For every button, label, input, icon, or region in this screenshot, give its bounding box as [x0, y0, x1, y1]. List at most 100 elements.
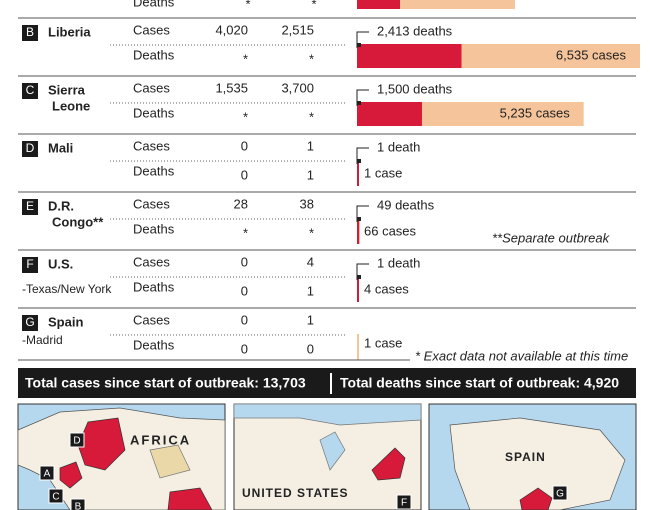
cases-label: Cases	[133, 196, 170, 211]
map-label: UNITED STATES	[242, 486, 349, 500]
leader-dot	[357, 217, 361, 221]
cases-bar-label: 1 case	[364, 335, 402, 350]
deaths-bar-label: 1 death	[377, 139, 420, 154]
deaths-bar-label: 1 death	[377, 255, 420, 270]
cases-value: 38	[300, 196, 314, 211]
cases-value: 2,515	[281, 22, 314, 37]
deaths-label: Deaths	[133, 0, 175, 9]
country: Mali	[48, 140, 73, 155]
marker-letter: F	[401, 498, 407, 509]
marker-box	[552, 485, 568, 501]
marker-box	[48, 488, 64, 504]
letter-badge	[22, 199, 38, 215]
map-markers: A B C D F G	[39, 432, 568, 510]
country: D.R.	[48, 198, 74, 213]
leader-dot	[357, 101, 361, 105]
deaths-bar	[357, 276, 359, 302]
map-spain: SPAIN	[428, 403, 637, 510]
letter: F	[26, 257, 33, 271]
cases-value: 1	[307, 312, 314, 327]
cases-value: 28	[234, 196, 248, 211]
rows: B Liberia Cases Deaths 4,020 * 2,515 * 2,413 dea…	[18, 22, 640, 361]
deaths-bar	[357, 102, 422, 126]
partial-bar	[357, 0, 515, 9]
deaths-label: Deaths	[133, 47, 175, 62]
deaths-label: Deaths	[133, 279, 175, 294]
marker-letter: D	[73, 436, 80, 447]
cases-value: 0	[241, 312, 248, 327]
country: Sierra	[48, 82, 86, 97]
cases-value: 1	[307, 138, 314, 153]
total-cases: Total cases since start of outbreak: 13,…	[25, 375, 306, 391]
letter-badge	[22, 315, 38, 331]
map-label: SPAIN	[505, 450, 546, 464]
totals-bar	[18, 368, 636, 398]
marker-letter: B	[75, 502, 82, 510]
cases-label: Cases	[133, 138, 170, 153]
cases-value: 4	[307, 254, 314, 269]
deaths-value: 0	[307, 341, 314, 356]
deaths-bar-label: 49 deaths	[377, 197, 435, 212]
marker-box	[69, 432, 85, 448]
marker-box	[39, 465, 55, 481]
value: *	[245, 0, 250, 11]
region: -Madrid	[22, 333, 63, 347]
deaths-value: 0	[241, 283, 248, 298]
cases-bar	[357, 334, 359, 360]
cases-value: 3,700	[281, 80, 314, 95]
cases-bar-label: 4 cases	[364, 281, 409, 296]
deaths-bar-label: 2,413 deaths	[377, 23, 453, 38]
country: Liberia	[48, 24, 91, 39]
letter-badge	[22, 83, 38, 99]
leader-dot	[357, 159, 361, 163]
marker-box	[70, 498, 86, 510]
total-deaths: Total deaths since start of outbreak: 4,…	[340, 375, 619, 391]
cases-value: 4,020	[215, 22, 248, 37]
leader	[356, 147, 369, 164]
deaths-label: Deaths	[133, 105, 175, 120]
deaths-value: *	[309, 51, 314, 66]
note: **Separate outbreak	[492, 230, 611, 245]
country: Spain	[48, 314, 83, 329]
cases-bar-label: 6,535 cases	[556, 47, 627, 62]
leader-dot	[357, 43, 361, 47]
map-us: UNITED STATES	[233, 403, 422, 510]
leader-dot	[357, 275, 361, 279]
letter: B	[26, 25, 34, 39]
marker-letter: G	[556, 489, 564, 500]
letter: E	[26, 199, 34, 213]
partial-bar	[357, 0, 400, 9]
leader	[356, 31, 369, 48]
cases-value: 1,535	[215, 80, 248, 95]
region: -Texas/New York	[22, 282, 112, 296]
cases-bar-label: 5,235 cases	[500, 105, 571, 120]
letter: G	[25, 315, 34, 329]
leader	[356, 205, 369, 222]
deaths-value: 0	[241, 341, 248, 356]
map-label: AFRICA	[130, 432, 191, 447]
letter-badge	[22, 257, 38, 273]
deaths-value: *	[243, 225, 248, 240]
deaths-label: Deaths	[133, 337, 175, 352]
deaths-bar-label: 1,500 deaths	[377, 81, 453, 96]
footnote: * Exact data not available at this time	[415, 348, 628, 363]
letter: D	[26, 141, 35, 155]
deaths-value: *	[243, 51, 248, 66]
marker-letter: C	[52, 492, 59, 503]
leader	[356, 263, 369, 280]
deaths-label: Deaths	[133, 221, 175, 236]
cases-label: Cases	[133, 22, 170, 37]
deaths-label: Deaths	[133, 163, 175, 178]
country: U.S.	[48, 256, 73, 271]
cases-label: Cases	[133, 254, 170, 269]
letter-badge	[22, 25, 38, 41]
deaths-bar	[357, 160, 359, 186]
cases-label: Cases	[133, 312, 170, 327]
cases-value: 0	[241, 138, 248, 153]
marker-box	[396, 494, 412, 510]
cases-bar-label: 66 cases	[364, 223, 417, 238]
deaths-value: *	[243, 109, 248, 124]
cases-value: 0	[241, 254, 248, 269]
country: Leone	[52, 98, 90, 113]
